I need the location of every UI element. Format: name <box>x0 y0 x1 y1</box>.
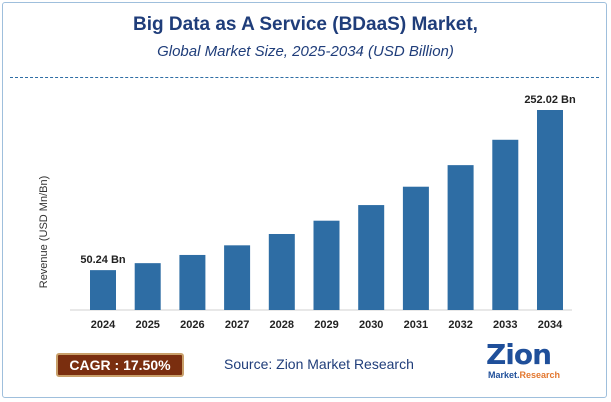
logo-main-text: Zion <box>486 338 552 371</box>
data-label-2024: 50.24 Bn <box>80 254 126 266</box>
x-tick-2029: 2029 <box>314 319 338 331</box>
bar-2032 <box>447 165 474 310</box>
bar-2031 <box>402 186 429 310</box>
chart-title: Big Data as A Service (BDaaS) Market, <box>133 14 478 35</box>
x-tick-2025: 2025 <box>135 319 159 331</box>
x-tick-2030: 2030 <box>359 319 383 331</box>
bar-2030 <box>358 205 385 310</box>
logo-sub-part-2: Research <box>519 370 561 380</box>
x-tick-2031: 2031 <box>404 319 428 331</box>
x-tick-2028: 2028 <box>270 319 294 331</box>
bar-2033 <box>492 139 519 310</box>
logo-sub-part-1: Market. <box>488 370 520 380</box>
x-tick-2027: 2027 <box>225 319 249 331</box>
bar-2029 <box>313 220 340 310</box>
x-tick-2024: 2024 <box>91 319 116 331</box>
bar-2027 <box>224 245 251 310</box>
data-label-2034: 252.02 Bn <box>524 94 576 106</box>
bars-group <box>90 110 563 310</box>
x-tick-labels: 2024 2025 2026 2027 2028 2029 2030 2031 2032 2033… <box>91 319 563 331</box>
x-tick-2026: 2026 <box>180 319 204 331</box>
x-tick-2032: 2032 <box>448 319 472 331</box>
x-tick-2034: 2034 <box>538 319 563 331</box>
zion-logo: Zion Market.Research <box>486 338 568 386</box>
bar-2026 <box>179 254 206 310</box>
x-tick-2033: 2033 <box>493 319 517 331</box>
header-divider <box>10 77 599 78</box>
bar-2028 <box>268 233 295 310</box>
cagr-badge: CAGR : 17.50% <box>56 353 184 377</box>
bar-2034 <box>537 110 563 310</box>
chart-subtitle: Global Market Size, 2025-2034 (USD Billi… <box>157 43 454 60</box>
data-labels: 50.24 Bn 252.02 Bn <box>80 94 576 266</box>
bar-2025 <box>134 263 161 310</box>
source-text: Source: Zion Market Research <box>224 356 414 372</box>
chart-frame <box>2 2 607 398</box>
bar-2024 <box>90 270 116 310</box>
logo-sub-text: Market.Research <box>488 370 560 380</box>
